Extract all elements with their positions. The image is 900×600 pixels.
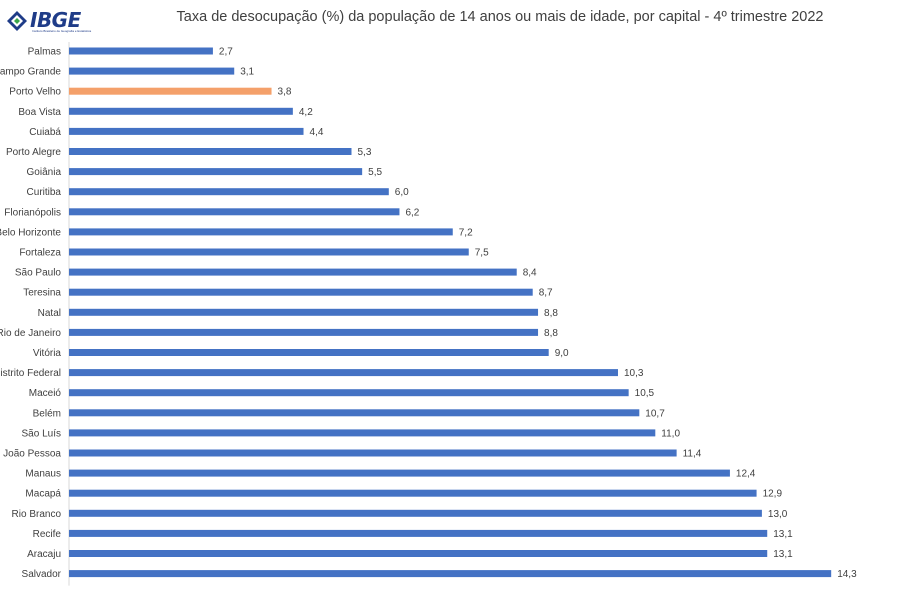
- bar: [69, 308, 539, 316]
- value-label: 10,7: [645, 408, 665, 419]
- bar: [69, 228, 453, 236]
- value-label: 5,5: [368, 167, 382, 178]
- category-label: Natal: [38, 308, 61, 319]
- value-label: 9,0: [555, 348, 569, 359]
- category-label: Palmas: [28, 47, 61, 58]
- bar: [69, 248, 469, 256]
- value-label: 10,3: [624, 368, 644, 379]
- ibge-logo-subtitle: Instituto Brasileiro de Geografia e Esta…: [32, 29, 92, 33]
- category-label: São Paulo: [15, 268, 62, 279]
- category-label: Aracaju: [27, 549, 61, 560]
- category-label: São Luís: [22, 428, 61, 439]
- value-label: 7,5: [475, 248, 489, 259]
- bar: [69, 469, 730, 477]
- value-label: 12,9: [763, 489, 783, 500]
- value-label: 4,2: [299, 107, 313, 118]
- category-label: Florianópolis: [4, 207, 61, 218]
- chart-title: Taxa de desocupação (%) da população de …: [176, 9, 824, 25]
- category-label: Teresina: [23, 288, 61, 299]
- value-label: 2,7: [219, 47, 233, 58]
- value-label: 11,4: [683, 449, 702, 460]
- value-label: 6,0: [395, 187, 409, 198]
- value-label: 10,5: [635, 388, 655, 399]
- category-label: Boa Vista: [18, 107, 61, 118]
- value-label: 14,3: [837, 569, 857, 580]
- category-label: Cuiabá: [29, 127, 61, 138]
- ibge-logo: IBGE Instituto Brasileiro de Geografia e…: [6, 8, 91, 38]
- value-label: 4,4: [310, 127, 324, 138]
- category-label: Curitiba: [27, 187, 62, 198]
- category-label: Distrito Federal: [0, 368, 61, 379]
- category-label: João Pessoa: [3, 449, 61, 460]
- bar: [69, 127, 304, 135]
- category-label: Maceió: [29, 388, 62, 399]
- bar: [69, 188, 389, 196]
- bar: [69, 47, 213, 55]
- value-label: 13,0: [768, 509, 788, 520]
- value-label: 8,4: [523, 268, 537, 279]
- category-label: Rio Branco: [12, 509, 62, 520]
- category-label: Belo Horizonte: [0, 227, 61, 238]
- category-label: Goiânia: [27, 167, 62, 178]
- bar: [69, 429, 656, 437]
- category-label: Recife: [33, 529, 62, 540]
- bar: [69, 529, 768, 537]
- value-label: 6,2: [405, 207, 419, 218]
- value-label: 13,1: [773, 549, 793, 560]
- value-label: 3,1: [240, 67, 254, 78]
- category-label: Vitória: [33, 348, 62, 359]
- bar: [69, 87, 272, 95]
- value-label: 5,3: [357, 147, 371, 158]
- bar: [69, 288, 533, 296]
- value-label: 8,8: [544, 328, 558, 339]
- value-label: 12,4: [736, 469, 756, 480]
- value-label: 3,8: [278, 87, 292, 98]
- value-label: 8,7: [539, 288, 553, 299]
- bar: [69, 389, 629, 397]
- bar: [69, 168, 363, 176]
- bar: [69, 148, 352, 155]
- bar: [69, 570, 832, 578]
- bar: [69, 369, 618, 377]
- bar: [69, 489, 757, 497]
- category-label: Porto Velho: [9, 87, 61, 98]
- value-label: 7,2: [459, 227, 473, 238]
- category-label: Rio de Janeiro: [0, 328, 61, 339]
- value-label: 13,1: [773, 529, 793, 540]
- category-label: Salvador: [22, 569, 62, 580]
- value-label: 11,0: [661, 428, 680, 439]
- ibge-logo-mark-icon: [7, 11, 27, 31]
- bar: [69, 67, 235, 75]
- bar: [69, 509, 762, 517]
- value-label: 8,8: [544, 308, 558, 319]
- ibge-logo-text: IBGE: [30, 8, 81, 32]
- bar: [69, 550, 768, 557]
- category-label: Campo Grande: [0, 67, 61, 78]
- category-label: Macapá: [25, 489, 61, 500]
- bar: [69, 409, 640, 417]
- bar: [69, 107, 293, 115]
- category-label: Manaus: [25, 469, 61, 480]
- bar: [69, 268, 517, 276]
- bar: [69, 328, 539, 336]
- category-label: Fortaleza: [19, 248, 61, 259]
- bar: [69, 449, 677, 457]
- category-label: Porto Alegre: [6, 147, 61, 158]
- bar: [69, 349, 549, 356]
- bar: [69, 208, 400, 216]
- category-label: Belém: [33, 408, 61, 419]
